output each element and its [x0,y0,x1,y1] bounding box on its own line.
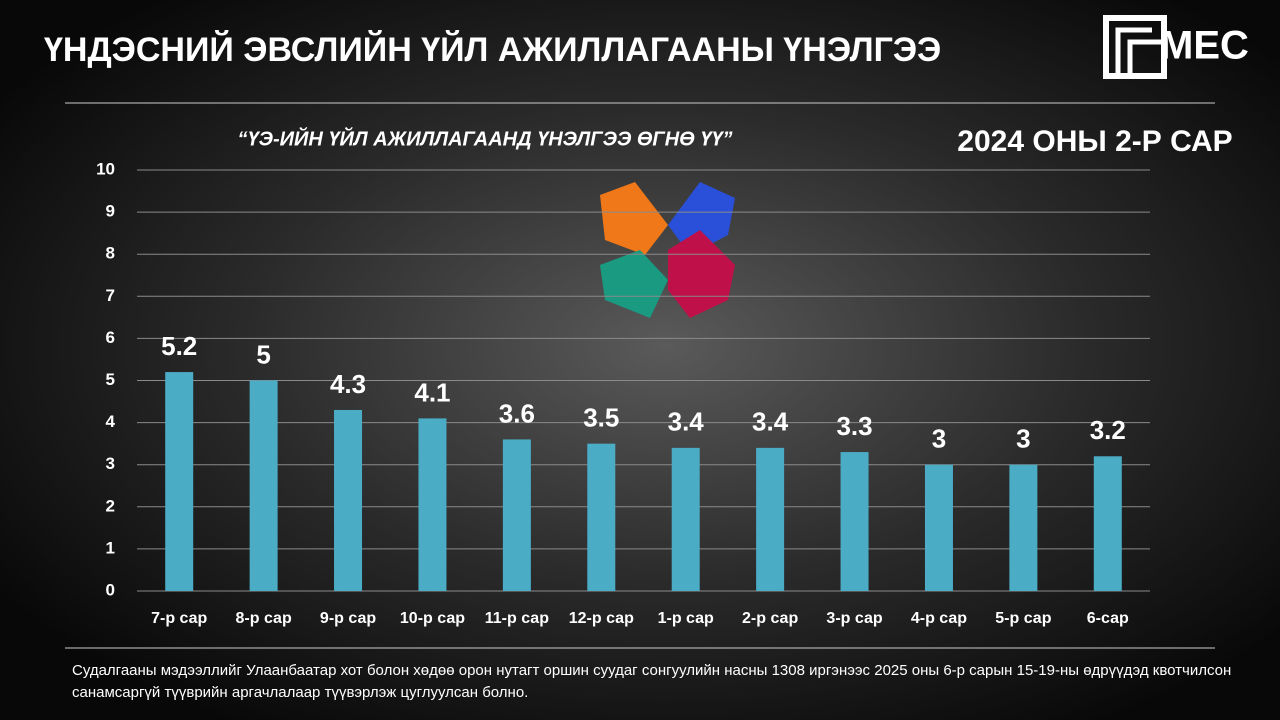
data-label: 3.5 [583,403,619,433]
y-tick-label: 5 [106,370,115,389]
data-label: 3 [932,424,946,454]
y-tick-label: 4 [106,412,116,431]
bar [249,380,278,591]
bar [418,418,447,591]
y-tick-label: 0 [106,580,115,599]
bar [756,447,785,591]
bar [587,443,616,591]
y-tick-label: 3 [106,454,115,473]
slide-title: ҮНДЭСНИЙ ЭВСЛИЙН ҮЙЛ АЖИЛЛАГААНЫ ҮНЭЛГЭЭ [44,30,941,69]
footnote: Судалгааны мэдээллийг Улаанбаатар хот бо… [72,662,1232,701]
y-tick-label: 6 [106,328,115,347]
data-label: 5.2 [161,331,197,361]
period: 2024 ОНЫ 2-Р САР [957,125,1232,158]
x-tick-label: 6-сар [1087,610,1129,627]
y-tick-label: 9 [106,202,115,221]
data-label: 3.6 [499,398,535,428]
bar [924,464,953,591]
data-label: 3.3 [836,411,872,441]
x-tick-label: 2-р сар [742,610,798,627]
data-label: 5 [256,339,270,369]
x-tick-label: 1-р сар [658,610,714,627]
data-label: 4.3 [330,369,366,399]
x-tick-label: 8-р сар [236,610,292,627]
x-tick-label: 11-р сар [485,610,549,627]
chart-title: “ҮЭ-ИЙН ҮЙЛ АЖИЛЛАГААНД ҮНЭЛГЭЭ ӨГНӨ ҮҮ” [237,126,732,150]
emblem [600,182,735,318]
y-tick-label: 1 [106,538,115,557]
bar [671,447,700,591]
bar [1009,464,1038,591]
x-tick-label: 5-р сар [995,610,1051,627]
x-tick-label: 4-р сар [911,610,967,627]
data-label: 3.4 [668,407,705,437]
x-tick-label: 9-р сар [320,610,376,627]
logo: MEC [1103,15,1249,79]
bar [502,439,531,591]
data-label: 4.1 [414,377,450,407]
x-tick-label: 3-р сар [826,610,882,627]
x-tick-label: 12-р сар [569,610,634,627]
bar [840,452,869,591]
data-label: 3.2 [1090,415,1126,445]
data-label: 3 [1016,424,1030,454]
y-tick-label: 10 [96,159,115,178]
y-tick-label: 2 [106,496,115,515]
logo-text: MEC [1160,24,1249,68]
x-tick-label: 10-р сар [400,610,465,627]
data-label: 3.4 [752,407,789,437]
y-tick-label: 7 [106,286,115,305]
bar [165,372,194,591]
bar [334,409,363,591]
y-tick-label: 8 [106,244,115,263]
x-tick-label: 7-р сар [151,610,207,627]
bar [1093,456,1122,591]
